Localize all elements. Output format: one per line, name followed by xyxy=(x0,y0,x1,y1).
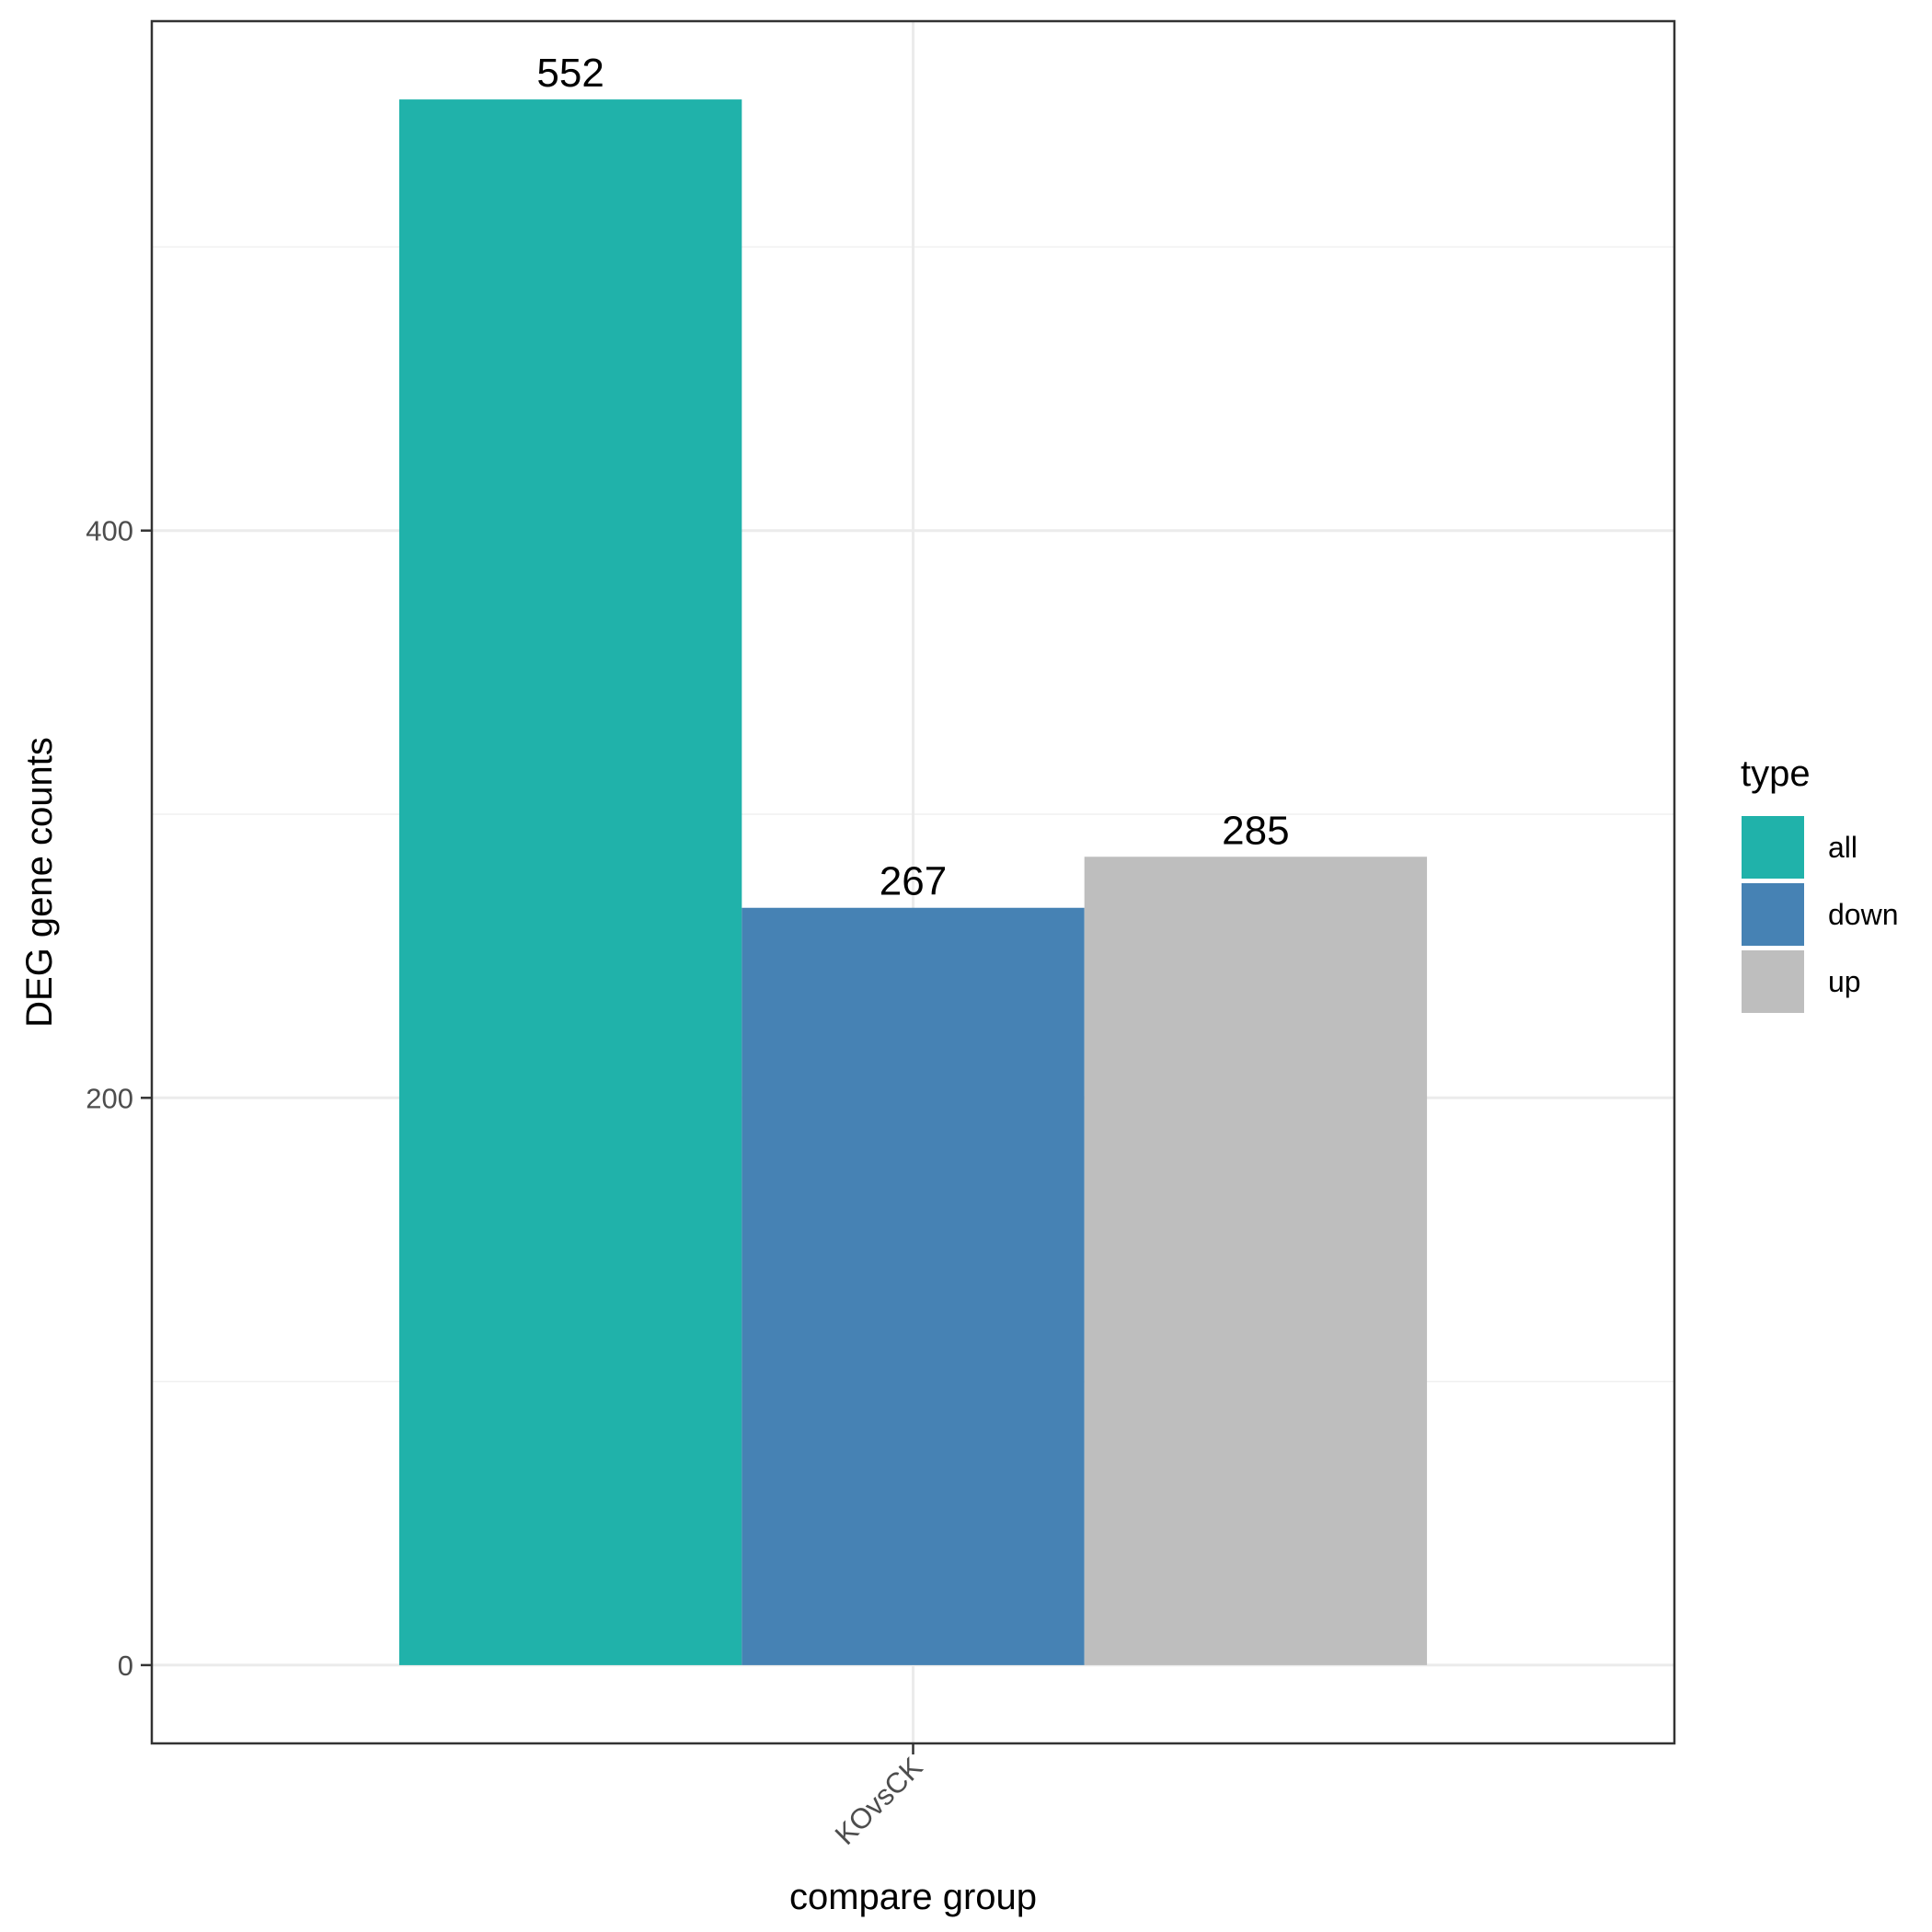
x-axis-title: compare group xyxy=(789,1877,1037,1917)
data-label-all: 552 xyxy=(536,51,604,96)
data-labels: 552 267 285 xyxy=(536,51,1289,904)
y-tick-label: 0 xyxy=(118,1650,133,1682)
x-tick-label: KOvsCK xyxy=(829,1751,929,1851)
legend-key-down xyxy=(1742,883,1804,946)
bar-all xyxy=(398,99,742,1665)
legend-key-all xyxy=(1742,816,1804,879)
data-label-down: 267 xyxy=(880,859,947,904)
data-label-up: 285 xyxy=(1222,808,1289,853)
legend: type all down up xyxy=(1741,753,1899,1013)
y-axis-title: DEG gene counts xyxy=(19,737,60,1028)
legend-label-down: down xyxy=(1828,898,1899,931)
legend-label-all: all xyxy=(1828,831,1857,864)
y-axis: 0 200 400 xyxy=(86,515,152,1682)
legend-key-up xyxy=(1742,950,1804,1013)
bar-down xyxy=(742,907,1085,1665)
bars xyxy=(398,99,1428,1665)
legend-title: type xyxy=(1741,753,1811,794)
y-tick-label: 400 xyxy=(86,515,133,547)
x-axis: KOvsCK xyxy=(829,1743,929,1851)
y-tick-label: 200 xyxy=(86,1082,133,1114)
legend-label-up: up xyxy=(1828,965,1861,998)
bar-up xyxy=(1084,857,1428,1665)
